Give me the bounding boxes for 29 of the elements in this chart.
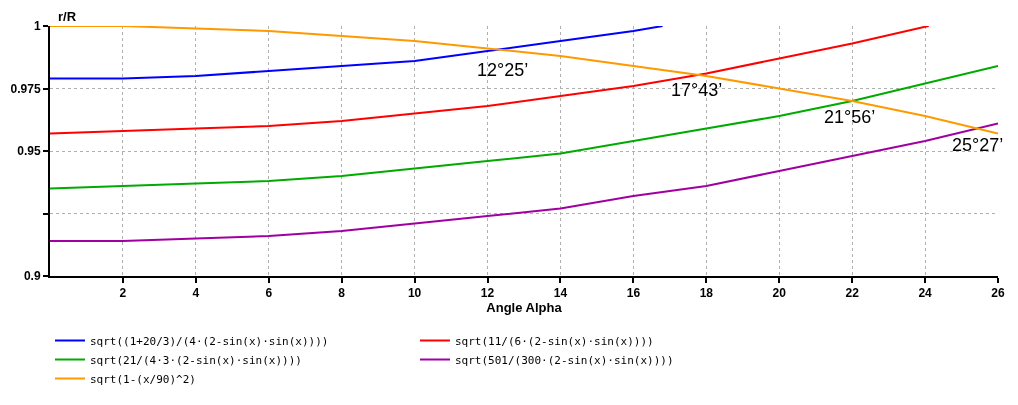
x-tick-label: 22 [845, 286, 860, 301]
x-tick-label: 20 [772, 286, 787, 301]
x-tick-label: 24 [918, 286, 933, 301]
legend-label: sqrt(501/(300·(2-sin(x)·sin(x)))) [455, 353, 674, 367]
line-series [50, 26, 664, 80]
y-tick-label: 0.95 [17, 144, 41, 159]
x-tick-label: 2 [119, 286, 127, 301]
annotation: 12°25’ [477, 60, 529, 80]
x-tick-label: 16 [626, 286, 641, 301]
annotation: 17°43’ [671, 80, 723, 100]
y-axis-title: r/R [58, 9, 77, 24]
annotation: 21°56’ [824, 107, 876, 127]
legend-label: sqrt(1-(x/90)^2) [90, 372, 196, 386]
x-tick-label: 4 [192, 286, 200, 301]
legend-label: sqrt((1+20/3)/(4·(2-sin(x)·sin(x)))) [90, 334, 329, 348]
legend-label: sqrt(21/(4·3·(2-sin(x)·sin(x)))) [90, 353, 302, 367]
x-tick-label: 26 [991, 286, 1005, 301]
x-tick-label: 8 [338, 286, 346, 301]
x-axis-title: Angle Alpha [486, 300, 563, 316]
x-tick-label: 6 [265, 286, 273, 301]
x-tick-label: 10 [407, 286, 422, 301]
legend-label: sqrt(11/(6·(2-sin(x)·sin(x)))) [455, 334, 654, 348]
x-tick-label: 18 [699, 286, 714, 301]
y-tick-label: 1 [33, 19, 41, 34]
x-tick-label: 14 [553, 286, 568, 301]
x-tick-label: 12 [480, 286, 495, 301]
y-tick-label: 0.975 [10, 81, 41, 96]
y-tick-label: 0.9 [23, 269, 41, 284]
annotation: 25°27’ [952, 135, 1004, 155]
